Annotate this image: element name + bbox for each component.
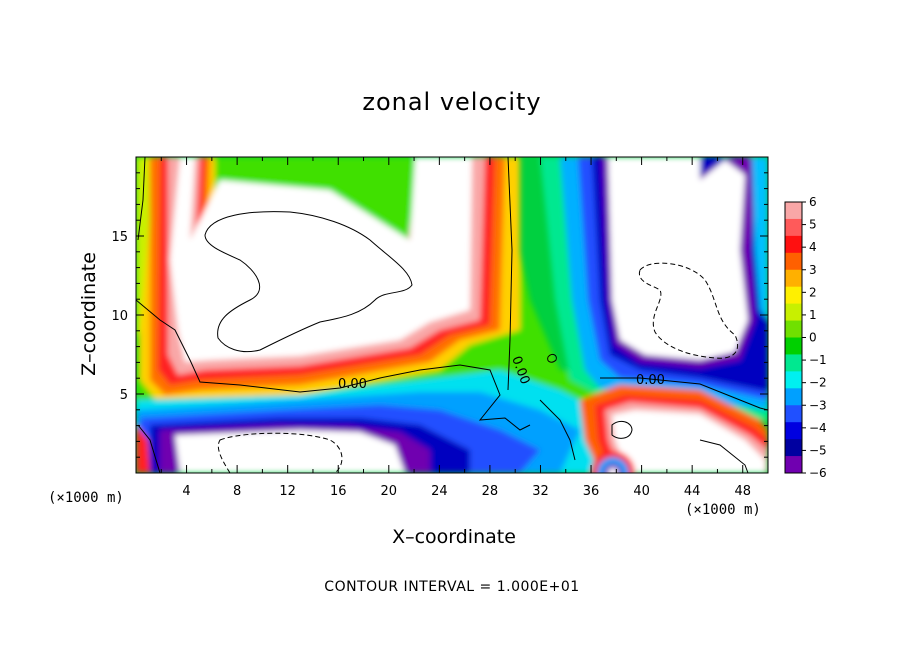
colorbar-label: 3 xyxy=(809,263,817,277)
colorbar-swatch xyxy=(785,320,802,338)
colorbar-label: −1 xyxy=(809,353,827,367)
colorbar-swatch xyxy=(785,439,802,457)
colorbar-swatch xyxy=(785,388,802,406)
x-unit-right: (×1000 m) xyxy=(685,502,761,518)
colorbar-label: −4 xyxy=(809,421,827,435)
colorbar-label: −5 xyxy=(809,443,827,457)
colorbar-swatch xyxy=(785,252,802,271)
x-axis-label: X–coordinate xyxy=(392,526,516,548)
x-tick-label: 32 xyxy=(532,484,549,499)
colorbar-swatch xyxy=(785,218,802,237)
contour-label: 0.00 xyxy=(636,373,665,388)
x-tick-label: 40 xyxy=(633,484,650,499)
x-tick-label: 36 xyxy=(583,484,600,499)
colorbar-swatch xyxy=(785,286,802,305)
y-tick-label: 5 xyxy=(120,388,128,403)
contour-interval-note: CONTOUR INTERVAL = 1.000E+01 xyxy=(324,579,580,595)
colorbar-label: −2 xyxy=(809,376,827,390)
colorbar-swatch xyxy=(785,371,802,389)
y-tick-label: 15 xyxy=(111,230,128,245)
colorbar-swatch xyxy=(785,202,802,220)
x-tick-label: 24 xyxy=(431,484,448,499)
colorbar-label: 2 xyxy=(809,285,817,299)
colorbar-swatch xyxy=(785,405,802,423)
colorbar-label: −3 xyxy=(809,398,827,412)
colorbar-label: 0 xyxy=(809,331,817,345)
x-tick-label: 48 xyxy=(734,484,751,499)
colorbar-swatch xyxy=(785,456,802,474)
x-tick-label: 44 xyxy=(684,484,701,499)
contour-lines xyxy=(136,157,768,473)
y-tick-label: 10 xyxy=(111,309,128,324)
x-axis-ticks: 4 8 12 16 20 24 28 32 36 40 44 48 xyxy=(160,157,751,499)
colorbar-label: −6 xyxy=(809,466,827,480)
colorbar-swatch xyxy=(785,422,802,440)
negative-contour-lines xyxy=(217,262,739,473)
colorbar-label: 4 xyxy=(809,240,817,254)
colorbar-swatch xyxy=(785,303,802,322)
x-tick-label: 8 xyxy=(233,484,241,499)
colorbar-swatch xyxy=(785,337,802,355)
y-axis-ticks: 5 10 15 xyxy=(111,172,768,458)
colorbar-label: 5 xyxy=(809,218,817,232)
colorbar-swatch xyxy=(785,235,802,254)
colorbar-label: 1 xyxy=(809,308,817,322)
chart-title: zonal velocity xyxy=(362,88,542,116)
heatmap-field xyxy=(136,157,768,473)
x-tick-label: 16 xyxy=(330,484,347,499)
colorbar-swatch xyxy=(785,354,802,372)
x-tick-label: 4 xyxy=(182,484,190,499)
colorbar-swatch xyxy=(785,269,802,288)
x-unit-left: (×1000 m) xyxy=(48,490,124,506)
y-axis-label: Z–coordinate xyxy=(78,252,100,376)
x-tick-label: 20 xyxy=(381,484,398,499)
x-tick-label: 28 xyxy=(482,484,499,499)
colorbar-label: 6 xyxy=(809,195,817,209)
colorbar: 6 5 4 3 2 1 0 −1 −2 −3 −4 −5 −6 xyxy=(784,195,827,480)
x-tick-label: 12 xyxy=(279,484,296,499)
contour-label: 0.00 xyxy=(338,377,367,392)
